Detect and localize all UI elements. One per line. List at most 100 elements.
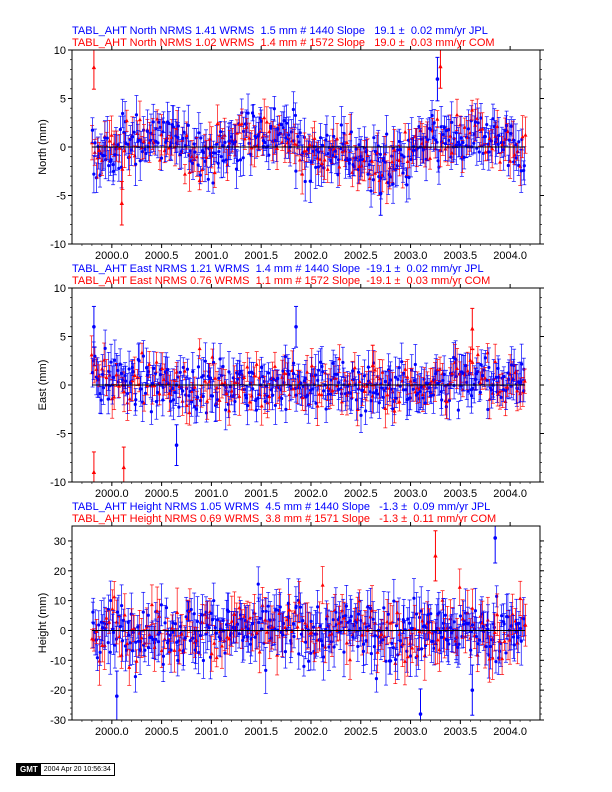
jpl-point bbox=[217, 149, 221, 154]
jpl-point bbox=[283, 355, 288, 359]
jpl-point bbox=[489, 388, 493, 392]
jpl-point bbox=[138, 648, 142, 652]
com-point bbox=[522, 378, 527, 383]
jpl-point bbox=[215, 142, 219, 146]
jpl-point bbox=[354, 398, 359, 402]
jpl-point bbox=[320, 364, 324, 369]
jpl-point bbox=[326, 152, 330, 156]
com-point bbox=[259, 403, 264, 408]
jpl-point bbox=[520, 137, 524, 142]
jpl-point bbox=[499, 395, 503, 399]
jpl-point bbox=[481, 373, 485, 378]
jpl-point bbox=[219, 154, 223, 159]
jpl-point bbox=[163, 621, 167, 625]
com-point bbox=[192, 385, 197, 389]
jpl-point bbox=[181, 389, 185, 393]
jpl-point bbox=[113, 643, 117, 647]
jpl-point bbox=[376, 392, 380, 396]
jpl-point bbox=[134, 162, 138, 166]
jpl-point bbox=[93, 141, 97, 145]
jpl-point bbox=[314, 401, 318, 405]
jpl-point bbox=[421, 396, 425, 400]
jpl-point bbox=[118, 625, 122, 629]
com-point bbox=[383, 406, 388, 411]
jpl-point bbox=[161, 130, 165, 134]
com-point bbox=[229, 388, 234, 393]
jpl-point bbox=[374, 388, 378, 393]
com-point bbox=[114, 372, 119, 377]
com-point bbox=[438, 367, 443, 371]
jpl-point bbox=[171, 125, 175, 129]
com-point bbox=[335, 136, 340, 141]
com-point bbox=[247, 399, 252, 404]
com-point bbox=[112, 141, 117, 146]
jpl-point bbox=[334, 149, 338, 153]
jpl-point bbox=[473, 377, 478, 381]
com-point bbox=[187, 410, 192, 415]
jpl-point bbox=[505, 123, 509, 128]
com-point bbox=[493, 359, 498, 364]
y-tick-label: 0 bbox=[60, 142, 66, 154]
com-point bbox=[470, 107, 475, 112]
jpl-point bbox=[512, 138, 516, 142]
x-tick-label: 2002.5 bbox=[344, 250, 378, 262]
jpl-point bbox=[408, 396, 412, 400]
jpl-point bbox=[178, 370, 182, 374]
com-point bbox=[320, 161, 325, 166]
jpl-point bbox=[251, 387, 255, 391]
com-point bbox=[239, 121, 244, 126]
jpl-point bbox=[131, 630, 136, 635]
jpl-point bbox=[141, 610, 145, 614]
jpl-point bbox=[107, 164, 111, 168]
jpl-point bbox=[495, 137, 499, 141]
jpl-point bbox=[224, 385, 228, 390]
com-point bbox=[159, 648, 164, 653]
jpl-point bbox=[398, 147, 402, 152]
com-point bbox=[444, 399, 449, 404]
jpl-point bbox=[372, 136, 376, 140]
jpl-point bbox=[462, 155, 466, 159]
jpl-point bbox=[471, 386, 475, 391]
com-point bbox=[130, 378, 135, 383]
y-tick-label: 0 bbox=[60, 380, 66, 392]
jpl-point bbox=[106, 397, 110, 401]
jpl-point bbox=[95, 656, 100, 660]
jpl-point bbox=[158, 125, 162, 129]
jpl-point bbox=[157, 120, 161, 124]
jpl-point bbox=[192, 612, 196, 616]
jpl-point bbox=[431, 136, 435, 140]
jpl-point bbox=[435, 140, 439, 144]
jpl-point bbox=[373, 149, 377, 154]
jpl-point bbox=[145, 129, 149, 133]
outlier-point bbox=[438, 63, 443, 69]
x-tick-label: 2000.0 bbox=[95, 250, 129, 262]
jpl-point bbox=[191, 161, 195, 165]
com-point bbox=[122, 612, 127, 617]
com-point bbox=[142, 400, 147, 405]
jpl-point bbox=[191, 636, 195, 640]
outlier-point bbox=[91, 64, 97, 70]
com-point bbox=[227, 408, 232, 413]
jpl-point bbox=[385, 132, 389, 136]
com-point bbox=[365, 153, 370, 158]
com-point bbox=[380, 370, 385, 374]
outlier-point bbox=[470, 326, 475, 331]
jpl-point bbox=[93, 354, 97, 358]
jpl-point bbox=[502, 148, 506, 152]
com-point bbox=[162, 377, 167, 382]
outlier-point bbox=[91, 469, 97, 474]
com-point bbox=[280, 140, 285, 144]
jpl-point bbox=[109, 158, 113, 162]
jpl-point bbox=[476, 370, 480, 374]
jpl-point bbox=[454, 374, 459, 379]
jpl-point bbox=[497, 133, 501, 138]
jpl-point bbox=[142, 128, 146, 132]
jpl-point bbox=[476, 121, 480, 125]
jpl-point bbox=[134, 640, 138, 644]
com-point bbox=[438, 148, 443, 152]
com-point bbox=[364, 384, 369, 388]
jpl-point bbox=[144, 151, 148, 156]
y-tick-label: 10 bbox=[54, 283, 66, 295]
jpl-point bbox=[417, 124, 421, 129]
jpl-point bbox=[176, 135, 180, 140]
